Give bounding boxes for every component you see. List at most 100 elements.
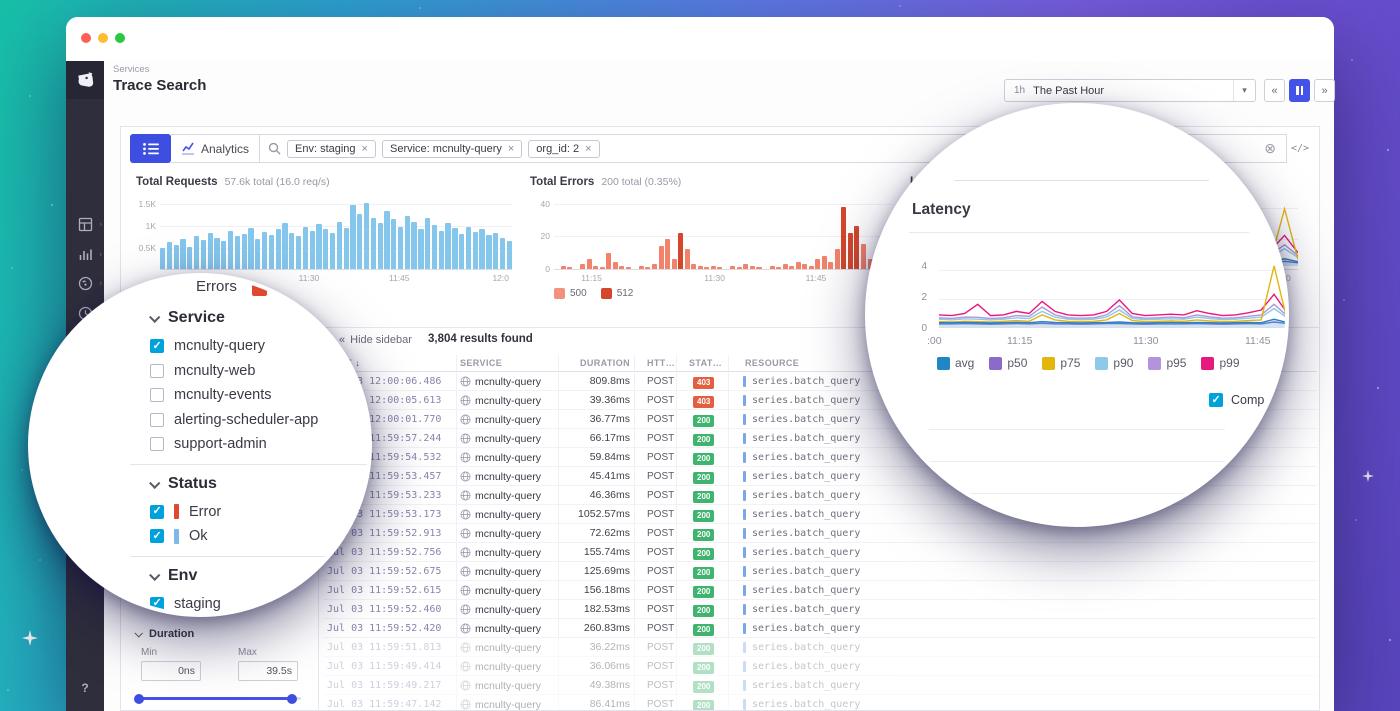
filter-pill[interactable]: Service: mcnulty-query ×	[381, 140, 523, 158]
hide-sidebar-button[interactable]: « Hide sidebar	[339, 334, 412, 346]
trace-date: Jul 03 11:59:52.756	[327, 543, 457, 562]
query-syntax-icon[interactable]: </>	[1290, 143, 1310, 154]
chart-bar	[200, 239, 207, 269]
facet-checkbox[interactable]	[150, 437, 164, 452]
table-row[interactable]: Jul 03 11:59:52.675 mcnulty-query 125.69ms…	[323, 562, 1317, 581]
facet-checkbox[interactable]	[150, 529, 164, 544]
list-view-button[interactable]	[130, 134, 171, 163]
table-row[interactable]: Jul 03 11:59:52.913 mcnulty-query 72.62ms P…	[323, 524, 1317, 543]
column-service[interactable]: SERVICE	[460, 355, 559, 372]
facet-section-header[interactable]: Env	[149, 567, 366, 585]
sidebar-item-account[interactable]	[66, 703, 104, 711]
breadcrumb[interactable]: Services	[113, 64, 150, 75]
list-icon	[142, 142, 159, 155]
table-row[interactable]: Jul 03 11:59:52.615 mcnulty-query 156.18ms…	[323, 581, 1317, 600]
trace-duration: 36.06ms	[563, 657, 635, 676]
table-header: DATE ↓ SERVICE DURATION HTTP METHOD STAT…	[323, 355, 1317, 372]
clear-search-icon[interactable]: ⊗	[1264, 140, 1276, 156]
table-row[interactable]: Jul 03 11:59:54.532 mcnulty-query 59.84ms P…	[323, 448, 1317, 467]
legend-entry[interactable]: p90	[1095, 356, 1133, 370]
table-row[interactable]: Jul 03 12:00:01.770 mcnulty-query 36.77ms P…	[323, 410, 1317, 429]
facet-item[interactable]: staging	[150, 592, 366, 614]
datadog-logo[interactable]	[66, 61, 104, 99]
table-row[interactable]: Jul 03 11:59:53.173 mcnulty-query 1052.57m…	[323, 505, 1317, 524]
facet-item[interactable]: mcnulty-events	[150, 383, 366, 408]
table-row[interactable]: Jul 03 11:59:52.756 mcnulty-query 155.74ms…	[323, 543, 1317, 562]
facet-checkbox[interactable]	[150, 412, 164, 427]
chevron-down-icon[interactable]: ▾	[1233, 80, 1255, 101]
table-row[interactable]: Jul 03 11:59:52.460 mcnulty-query 182.53ms…	[323, 600, 1317, 619]
resource-color-bar	[743, 699, 746, 710]
filter-pill[interactable]: Env: staging ×	[287, 140, 376, 158]
facet-item[interactable]: mcnulty-query	[150, 334, 366, 359]
table-row[interactable]: Jul 03 11:59:49.414 mcnulty-query 36.06ms P…	[323, 657, 1317, 676]
legend-entry[interactable]: p75	[1042, 356, 1080, 370]
column-http-method[interactable]: HTTP METHOD	[641, 355, 677, 372]
chart-bar	[241, 233, 247, 269]
column-duration[interactable]: DURATION	[563, 355, 635, 372]
legend-entry[interactable]: p50	[989, 356, 1027, 370]
x-tick: 11:45	[805, 273, 827, 283]
table-row[interactable]: Jul 03 11:59:53.233 mcnulty-query 46.36ms P…	[323, 486, 1317, 505]
table-row[interactable]: Jul 03 11:59:51.813 mcnulty-query 36.22ms P…	[323, 638, 1317, 657]
duration-slider-min-handle[interactable]	[134, 693, 144, 704]
trace-resource: series.batch_query	[733, 467, 1317, 486]
legend-entry[interactable]: 512	[600, 288, 633, 299]
duration-slider[interactable]	[134, 693, 301, 704]
facet-checkbox[interactable]	[150, 504, 164, 519]
duration-slider-max-handle[interactable]	[287, 693, 297, 704]
facet-section-header[interactable]: Status	[149, 475, 366, 493]
sidebar-item-help[interactable]: ?	[66, 675, 104, 701]
facet-item[interactable]: Ok	[150, 524, 366, 549]
resource-color-bar	[743, 585, 746, 596]
resource-color-bar	[743, 528, 746, 539]
filter-pill[interactable]: org_id: 2 ×	[528, 140, 600, 158]
table-row[interactable]: Jul 03 11:59:47.142 mcnulty-query 86.41ms P…	[323, 695, 1317, 710]
facet-checkbox[interactable]	[150, 596, 164, 611]
requests-legend-errors-label[interactable]: Errors	[196, 278, 237, 295]
facet-duration-header[interactable]: Duration	[134, 628, 194, 640]
analytics-tab[interactable]: Analytics	[171, 134, 260, 163]
column-status-code[interactable]: STATUS CODE	[681, 355, 729, 372]
remove-filter-icon[interactable]: ×	[585, 143, 592, 155]
legend-entry[interactable]: p99	[1201, 356, 1240, 370]
sidebar-item-dashboards[interactable]: ›	[66, 211, 104, 237]
remove-filter-icon[interactable]: ×	[361, 143, 368, 155]
chart-bar	[302, 226, 309, 269]
remove-filter-icon[interactable]: ×	[507, 143, 515, 155]
sidebar-item-metrics[interactable]: ›	[66, 241, 104, 267]
fullscreen-window-button[interactable]	[115, 33, 125, 43]
time-step-forward-button[interactable]: »	[1314, 79, 1335, 102]
facet-checkbox[interactable]	[150, 339, 164, 354]
duration-min-label: Min	[141, 647, 158, 658]
facet-item[interactable]: support-admin	[150, 432, 366, 457]
facet-checkbox[interactable]	[150, 388, 164, 403]
table-row[interactable]: Jul 03 12:00:06.486 mcnulty-query 809.8ms P…	[323, 372, 1317, 391]
legend-entry[interactable]: avg	[937, 356, 974, 370]
table-row[interactable]: Jul 03 11:59:49.217 mcnulty-query 49.38ms P…	[323, 676, 1317, 695]
table-row[interactable]: Jul 03 11:59:57.244 mcnulty-query 66.17ms P…	[323, 429, 1317, 448]
duration-max-input[interactable]	[238, 661, 298, 681]
facet-item[interactable]: alerting-scheduler-app	[150, 408, 366, 433]
facet-item[interactable]: Error	[150, 500, 366, 525]
close-window-button[interactable]	[81, 33, 91, 43]
facet-section-header[interactable]: Service	[149, 309, 366, 327]
legend-entry[interactable]: p95	[1148, 356, 1186, 370]
duration-min-input[interactable]	[141, 661, 201, 681]
table-row[interactable]: Jul 03 11:59:52.420 mcnulty-query 260.83ms…	[323, 619, 1317, 638]
column-date[interactable]: DATE ↓	[327, 355, 457, 372]
table-row[interactable]: Jul 03 11:59:53.457 mcnulty-query 45.41ms P…	[323, 467, 1317, 486]
time-range-picker[interactable]: 1h The Past Hour ▾	[1004, 79, 1256, 102]
facet-item[interactable]: mcnulty-web	[150, 359, 366, 384]
compare-checkbox[interactable]	[1209, 393, 1223, 407]
sidebar-item-watchdog[interactable]: ›	[66, 270, 104, 296]
column-resource[interactable]: RESOURCE	[745, 358, 800, 368]
table-row[interactable]: Jul 03 12:00:05.613 mcnulty-query 39.36ms P…	[323, 391, 1317, 410]
compare-checkbox-row[interactable]: Comp	[1209, 393, 1264, 407]
legend-entry[interactable]: 500	[554, 288, 587, 299]
trace-service: mcnulty-query	[460, 448, 559, 467]
minimize-window-button[interactable]	[98, 33, 108, 43]
time-pause-button[interactable]	[1289, 79, 1310, 102]
facet-checkbox[interactable]	[150, 363, 164, 378]
time-step-back-button[interactable]: «	[1264, 79, 1285, 102]
